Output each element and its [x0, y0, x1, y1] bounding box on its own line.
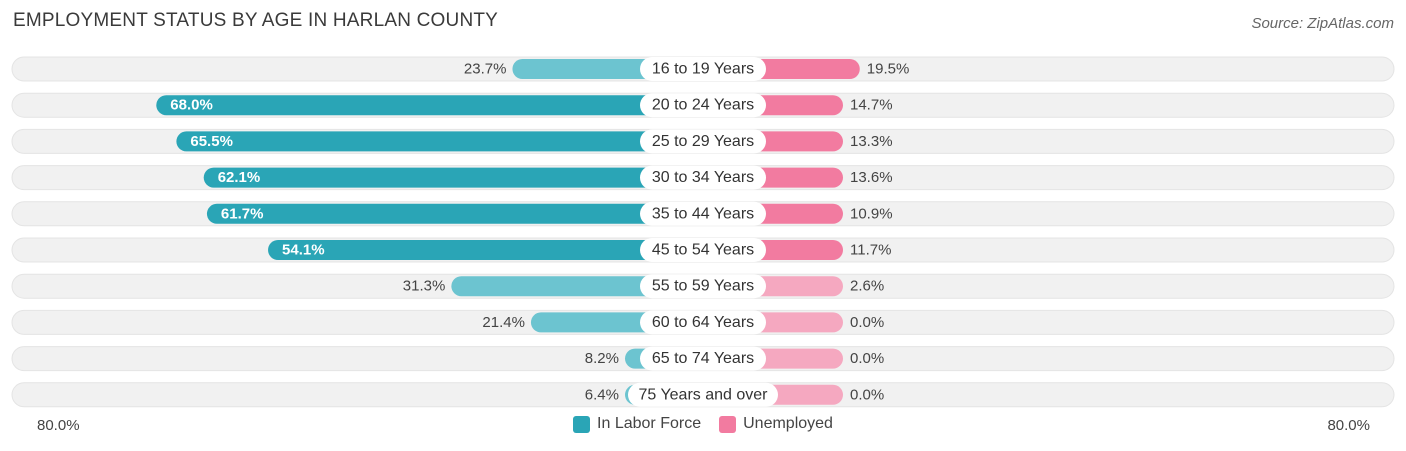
unemployed-value-label: 0.0%	[850, 314, 884, 331]
unemployed-value-label: 0.0%	[850, 350, 884, 367]
category-label-pill	[640, 93, 766, 118]
legend-item-unemployed[interactable]: Unemployed	[719, 415, 833, 433]
unemployed-value-label: 10.9%	[850, 205, 893, 222]
category-label-pill	[640, 274, 766, 299]
labor-force-value-label: 23.7%	[464, 61, 507, 78]
category-label: 35 to 44 Years	[652, 205, 754, 222]
category-label-pill	[640, 165, 766, 190]
labor-force-value-label: 21.4%	[482, 314, 525, 331]
category-label: 25 to 29 Years	[652, 133, 754, 150]
labor-force-swatch	[573, 415, 591, 433]
unemployed-value-label: 11.7%	[850, 242, 891, 259]
labor-force-bar	[156, 95, 703, 116]
labor-force-value-label: 62.1%	[218, 169, 261, 186]
source-label: Source: ZipAtlas.com	[1251, 15, 1394, 32]
category-label: 20 to 24 Years	[652, 97, 754, 114]
labor-force-value-label: 8.2%	[585, 350, 619, 367]
legend-item-labor-force[interactable]: In Labor Force	[573, 415, 701, 433]
unemployed-value-label: 19.5%	[867, 61, 910, 78]
category-label: 60 to 64 Years	[652, 314, 754, 331]
category-label-pill	[628, 382, 778, 407]
category-label: 65 to 74 Years	[652, 350, 754, 367]
legend: In Labor Force Unemployed	[0, 415, 1406, 433]
unemployed-value-label: 13.3%	[850, 133, 893, 150]
category-label: 75 Years and over	[639, 386, 769, 403]
category-label: 45 to 54 Years	[652, 242, 754, 259]
labor-force-bar	[176, 131, 703, 152]
category-label: 16 to 19 Years	[652, 61, 754, 78]
labor-force-value-label: 31.3%	[403, 278, 446, 295]
labor-force-value-label: 65.5%	[190, 133, 233, 150]
labor-force-bar	[451, 276, 703, 297]
labor-force-bar	[268, 240, 703, 260]
labor-force-value-label: 54.1%	[282, 242, 325, 259]
legend-label-labor-force: In Labor Force	[597, 415, 702, 432]
unemployed-value-label: 2.6%	[850, 278, 884, 295]
category-label-pill	[640, 346, 766, 371]
labor-force-value-label: 61.7%	[221, 205, 264, 222]
unemployed-swatch	[719, 415, 737, 433]
labor-force-bar	[203, 167, 703, 188]
labor-force-bar	[206, 203, 703, 224]
legend-label-unemployed: Unemployed	[743, 415, 833, 432]
axis-left-label: 80.0%	[37, 417, 80, 434]
category-label: 55 to 59 Years	[652, 278, 754, 295]
category-label-pill	[640, 57, 766, 81]
labor-force-value-label: 68.0%	[170, 97, 213, 114]
unemployed-value-label: 14.7%	[850, 97, 893, 114]
unemployed-value-label: 0.0%	[850, 386, 884, 403]
unemployed-value-label: 13.6%	[850, 169, 893, 186]
category-label-pill	[640, 310, 766, 335]
chart-title: EMPLOYMENT STATUS BY AGE IN HARLAN COUNT…	[13, 10, 499, 31]
category-label-pill	[640, 129, 766, 154]
labor-force-value-label: 6.4%	[585, 386, 619, 403]
category-label: 30 to 34 Years	[652, 169, 754, 186]
axis-right-label: 80.0%	[1327, 417, 1370, 434]
category-label-pill	[640, 201, 766, 226]
category-label-pill	[640, 238, 766, 262]
